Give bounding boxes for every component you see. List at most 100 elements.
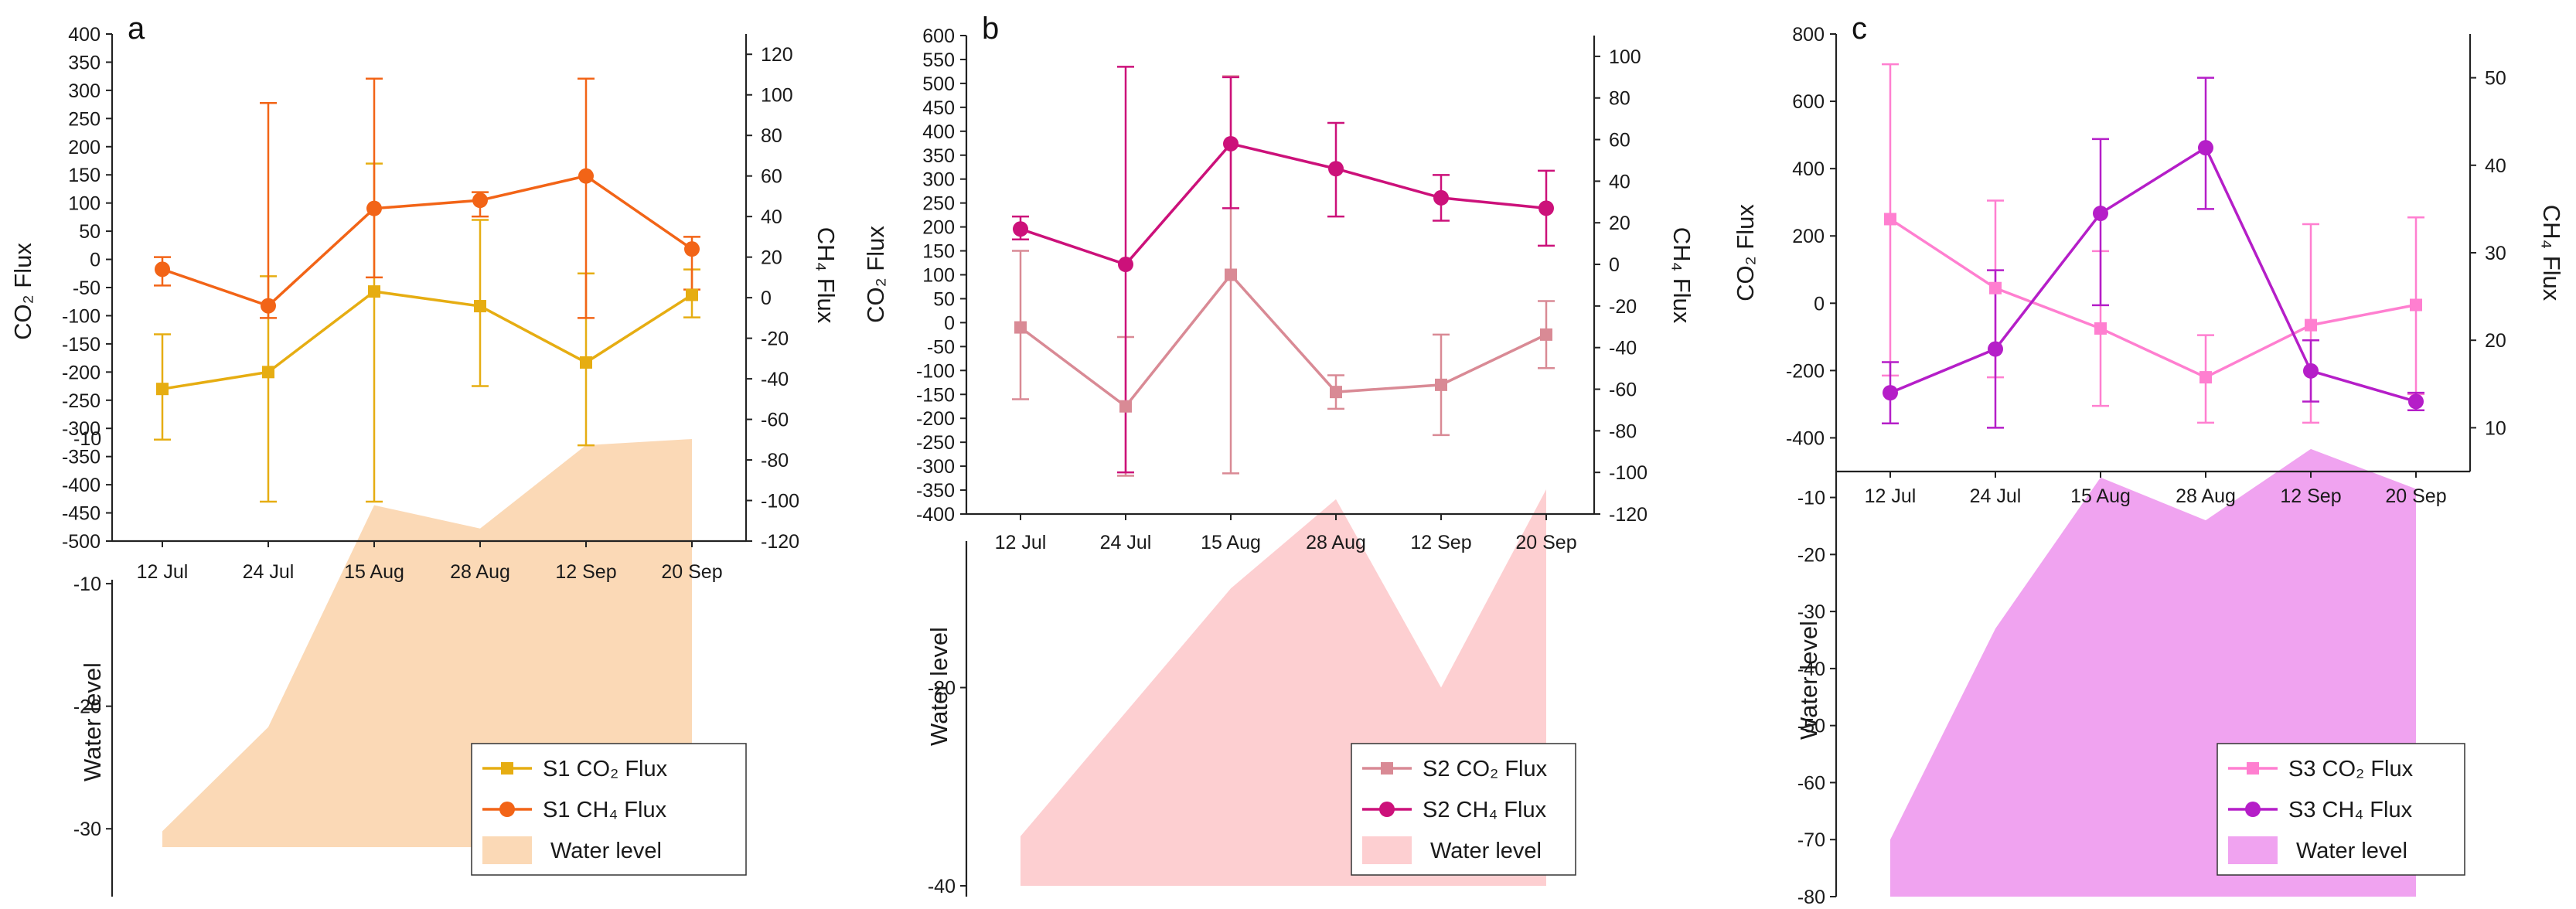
co2-point xyxy=(580,356,592,369)
water-level-tick-label: -30 xyxy=(1797,601,1825,623)
co2-tick-label: 500 xyxy=(922,73,955,95)
co2-tick-label: -350 xyxy=(916,480,955,502)
co2-point xyxy=(2410,298,2422,312)
co2-tick-label: 0 xyxy=(90,250,101,271)
co2-tick-label: 200 xyxy=(68,137,101,158)
ch4-tick-label: 40 xyxy=(761,206,782,228)
water-level-tick-label: -20 xyxy=(928,678,956,700)
co2-tick-label: 50 xyxy=(79,221,101,243)
co2-tick-label: 100 xyxy=(922,265,955,287)
co2-point xyxy=(2305,318,2317,332)
legend-ch4-label: S3 CH₄ Flux xyxy=(2288,798,2413,822)
ch4-tick-label: 30 xyxy=(2485,243,2506,264)
legend-ch4-marker xyxy=(499,802,515,817)
co2-tick-label: 600 xyxy=(922,26,955,47)
ch4-tick-label: -60 xyxy=(761,410,789,431)
water-level-axis-title: Water level xyxy=(1795,621,1822,740)
water-level-tick-label: -60 xyxy=(1797,772,1825,794)
ch4-point xyxy=(1883,385,1898,401)
ch4-tick-label: -100 xyxy=(761,491,799,512)
ch4-point xyxy=(1538,200,1554,216)
co2-point xyxy=(368,285,380,298)
ch4-series-line xyxy=(1889,145,2417,403)
ch4-tick-label: -120 xyxy=(761,531,799,553)
x-tick-label: 12 Jul xyxy=(137,561,189,583)
co2-tick-label: 250 xyxy=(922,193,955,215)
x-tick-label: 20 Sep xyxy=(1515,532,1576,553)
co2-axis-title: CO₂ Flux xyxy=(1732,204,1759,301)
co2-tick-label: 400 xyxy=(68,24,101,46)
legend-co2-marker xyxy=(501,762,513,775)
ch4-point xyxy=(684,241,700,257)
ch4-point xyxy=(1223,135,1239,152)
ch4-series-line xyxy=(1020,142,1547,267)
water-level-tick-label: -80 xyxy=(1797,887,1825,908)
ch4-point xyxy=(2303,363,2319,379)
co2-tick-label: -400 xyxy=(62,475,101,496)
x-tick-label: 20 Sep xyxy=(2385,485,2446,507)
co2-point xyxy=(262,366,274,379)
ch4-point xyxy=(1118,257,1133,273)
co2-tick-label: -100 xyxy=(916,360,955,382)
legend-ch4-marker xyxy=(2245,802,2261,817)
ch4-tick-label: 50 xyxy=(2485,68,2506,90)
legend-ch4-label: S2 CH₄ Flux xyxy=(1423,798,1547,822)
co2-tick-label: 100 xyxy=(68,193,101,215)
x-tick-label: 15 Aug xyxy=(1201,532,1261,553)
co2-tick-label: 450 xyxy=(922,97,955,119)
ch4-tick-label: 60 xyxy=(761,166,782,188)
co2-point xyxy=(2199,371,2212,384)
ch4-point xyxy=(1988,341,2003,357)
ch4-tick-label: 20 xyxy=(1609,213,1630,234)
legend-co2-label: S3 CO₂ Flux xyxy=(2288,757,2414,781)
co2-tick-label: 600 xyxy=(1792,91,1825,113)
legend-water-swatch xyxy=(1362,836,1412,864)
co2-tick-label: -200 xyxy=(62,362,101,383)
x-tick-label: 15 Aug xyxy=(344,561,404,583)
ch4-axis-title: CH₄ Flux xyxy=(1668,227,1695,324)
co2-point xyxy=(1540,328,1552,341)
water-level-tick-label: -10 xyxy=(73,574,101,595)
co2-point xyxy=(1014,321,1027,334)
ch4-tick-label: 40 xyxy=(2485,155,2506,177)
x-tick-label: 24 Jul xyxy=(243,561,295,583)
ch4-point xyxy=(1013,221,1028,237)
co2-tick-label: -250 xyxy=(62,390,101,412)
legend-water-label: Water level xyxy=(550,839,662,863)
ch4-point xyxy=(2093,206,2108,222)
ch4-tick-label: 60 xyxy=(1609,130,1630,152)
ch4-tick-label: -40 xyxy=(761,369,789,390)
ch4-tick-label: 20 xyxy=(2485,330,2506,352)
x-tick-label: 12 Jul xyxy=(995,532,1047,553)
co2-axis-title: CO₂ Flux xyxy=(9,243,36,340)
ch4-point xyxy=(578,168,594,184)
co2-point xyxy=(686,288,698,301)
water-level-tick-label: -50 xyxy=(1797,716,1825,737)
co2-tick-label: -300 xyxy=(916,456,955,478)
x-tick-label: 28 Aug xyxy=(1306,532,1366,553)
ch4-tick-label: -40 xyxy=(1609,338,1637,359)
co2-tick-label: -350 xyxy=(62,447,101,468)
ch4-series-line xyxy=(162,174,693,308)
co2-tick-label: -250 xyxy=(916,432,955,454)
co2-point xyxy=(2094,322,2107,335)
ch4-tick-label: -120 xyxy=(1609,504,1647,526)
ch4-tick-label: -20 xyxy=(761,329,789,350)
ch4-tick-label: -80 xyxy=(761,450,789,472)
ch4-point xyxy=(2408,393,2424,410)
ch4-point xyxy=(1433,189,1449,206)
co2-tick-label: 150 xyxy=(922,241,955,263)
ch4-point xyxy=(2198,140,2213,156)
x-tick-label: 24 Jul xyxy=(1100,532,1152,553)
panel-letter: c xyxy=(1852,12,1867,46)
co2-tick-label: 400 xyxy=(922,121,955,143)
ch4-tick-label: -80 xyxy=(1609,420,1637,442)
legend: S3 CO₂ Flux S3 CH₄ Flux Water level xyxy=(2217,743,2465,876)
ch4-tick-label: 80 xyxy=(1609,88,1630,110)
x-tick-label: 24 Jul xyxy=(1970,485,2022,507)
co2-tick-label: -400 xyxy=(916,504,955,526)
x-tick-label: 12 Sep xyxy=(2280,485,2341,507)
